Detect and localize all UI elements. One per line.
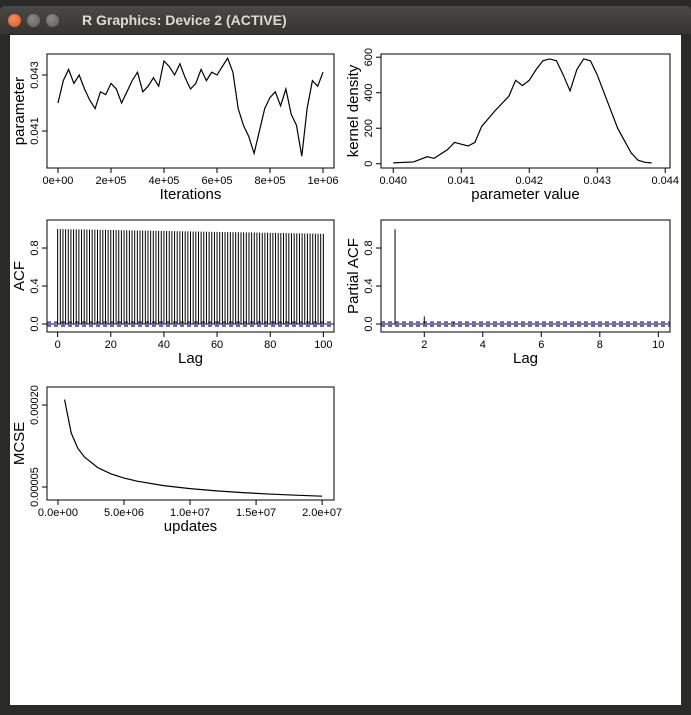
- x-tick-label: 1e+06: [308, 175, 339, 187]
- x-tick-label: 5.0e+06: [104, 507, 144, 519]
- x-tick-label: 6e+05: [202, 175, 233, 187]
- y-tick-label: 0.8: [363, 240, 375, 255]
- x-tick-label: 0.044: [651, 175, 679, 187]
- x-tick-label: 0.043: [583, 175, 611, 187]
- x-tick-label: 100: [314, 339, 332, 351]
- axis-title: updates: [164, 518, 217, 535]
- y-tick-label: 200: [363, 119, 375, 137]
- y-tick-label: 0: [363, 161, 375, 167]
- y-tick-label: 0.0: [363, 316, 375, 331]
- x-tick-label: 2.0e+07: [302, 507, 342, 519]
- x-tick-label: 80: [264, 339, 276, 351]
- data-line: [57, 56, 324, 157]
- x-tick-label: 0e+00: [43, 175, 74, 187]
- x-tick-label: 1.0e+07: [170, 507, 210, 519]
- x-tick-label: 8e+05: [255, 175, 286, 187]
- x-tick-label: 0.0e+00: [38, 507, 78, 519]
- axis-title: MCSE: [11, 422, 28, 465]
- y-tick-label: 0.041: [29, 117, 41, 145]
- y-tick-label: 0.0: [29, 316, 41, 331]
- y-tick-label: 0.00005: [29, 467, 41, 507]
- maximize-button[interactable]: [46, 14, 59, 27]
- y-tick-label: 0.4: [29, 278, 41, 293]
- plot-box: [46, 53, 335, 169]
- plot-box: [380, 53, 671, 169]
- minimize-button[interactable]: [27, 14, 40, 27]
- axis-title: parameter value: [471, 186, 579, 203]
- x-tick-label: 0: [55, 339, 61, 351]
- x-tick-label: 10: [652, 339, 664, 351]
- x-tick-label: 2e+05: [96, 175, 127, 187]
- axis-title: kernel density: [345, 64, 362, 157]
- axis-title: parameter: [11, 77, 28, 145]
- x-tick-label: 0.041: [447, 175, 475, 187]
- x-tick-label: 4: [480, 339, 486, 351]
- close-button[interactable]: [8, 14, 21, 27]
- x-tick-label: 4e+05: [149, 175, 180, 187]
- axis-title: Lag: [513, 350, 538, 367]
- x-tick-label: 1.5e+07: [236, 507, 276, 519]
- window-title: R Graphics: Device 2 (ACTIVE): [82, 12, 287, 28]
- plot-box: [380, 219, 671, 333]
- y-tick-label: 0.8: [29, 240, 41, 255]
- device-background: [10, 35, 681, 705]
- y-tick-label: 400: [363, 84, 375, 102]
- y-tick-label: 0.043: [29, 61, 41, 89]
- plot-box: [46, 219, 335, 333]
- x-tick-label: 40: [158, 339, 170, 351]
- x-tick-label: 20: [105, 339, 117, 351]
- x-tick-label: 60: [211, 339, 223, 351]
- y-tick-label: 600: [363, 48, 375, 66]
- x-tick-label: 8: [597, 339, 603, 351]
- x-tick-label: 2: [421, 339, 427, 351]
- x-tick-label: 0.040: [379, 175, 407, 187]
- axis-title: Partial ACF: [345, 238, 362, 314]
- data-line: [393, 58, 652, 164]
- data-line: [63, 399, 323, 497]
- axis-title: Lag: [178, 350, 203, 367]
- y-tick-label: 0.00020: [29, 385, 41, 425]
- title-bar: R Graphics: Device 2 (ACTIVE): [0, 6, 691, 34]
- y-tick-label: 0.4: [363, 278, 375, 293]
- plot-device: 0e+00 2e+05 4e+05 6e+05 8e+05 1e+06 0.041 0.043…: [10, 35, 681, 705]
- axis-title: Iterations: [160, 186, 222, 203]
- x-tick-label: 6: [538, 339, 544, 351]
- axis-title: ACF: [11, 261, 28, 291]
- x-tick-label: 0.042: [515, 175, 543, 187]
